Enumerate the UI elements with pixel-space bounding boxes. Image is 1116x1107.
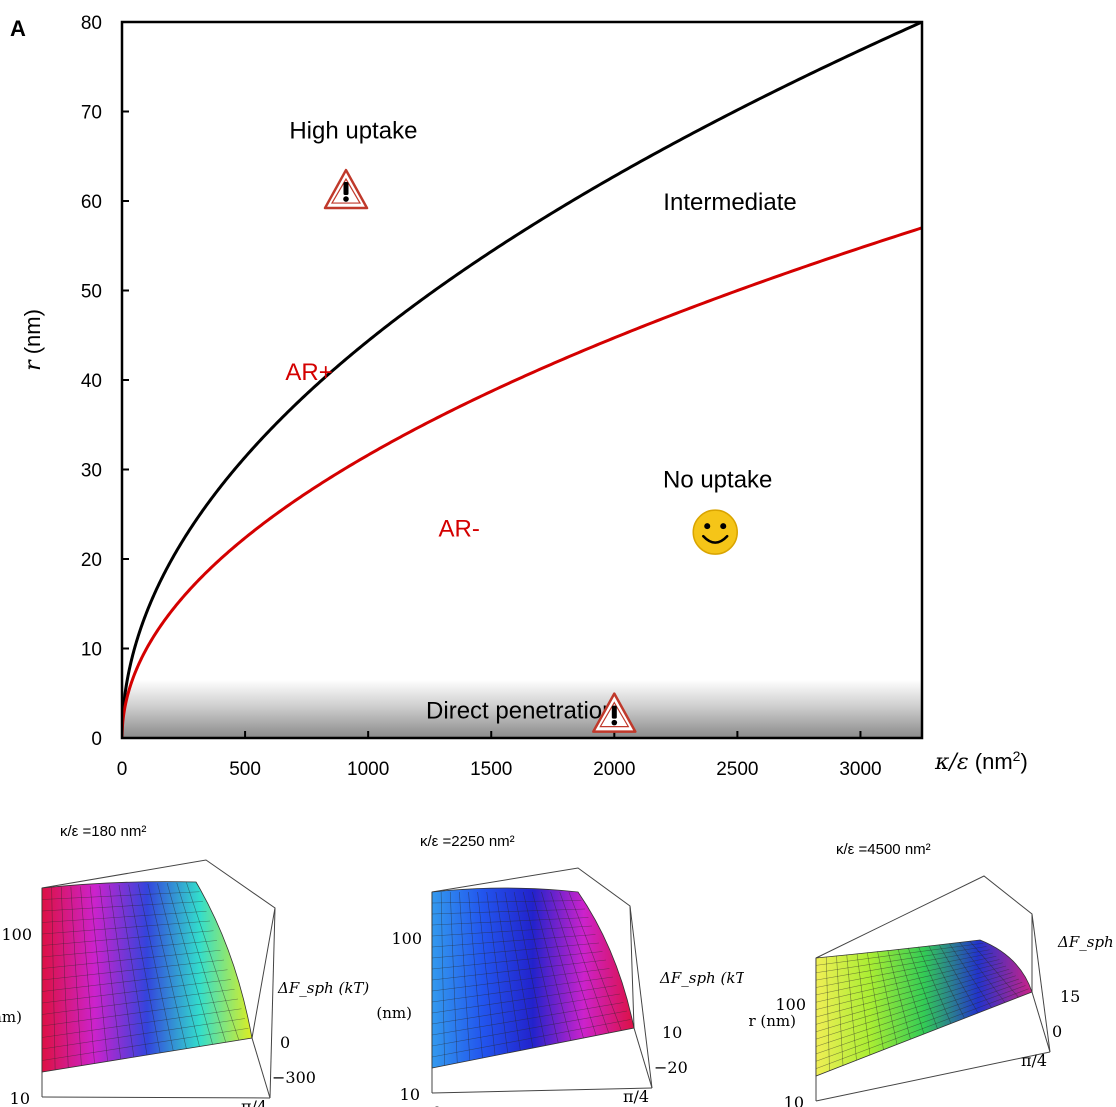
x-tick-label: 1000	[347, 759, 389, 780]
r-axis-label: r (nm)	[748, 1012, 796, 1030]
z-axis-label: ΔF_sph (kT)	[659, 969, 744, 987]
z-axis-label: ΔF_sph (kT)	[277, 979, 369, 997]
region-label: AR+	[285, 359, 332, 386]
series-line-1	[122, 226, 922, 738]
r-tick-label: 100	[391, 929, 422, 948]
region-label: High uptake	[289, 117, 417, 144]
surface-title: κ/ε =180 nm²	[60, 823, 146, 840]
region-label: AR-	[439, 516, 480, 543]
theta-tick-label: 0	[432, 1103, 442, 1107]
y-tick-label: 50	[81, 282, 102, 303]
x-tick-label: 0	[117, 759, 128, 780]
z-tick-label: 0	[280, 1033, 290, 1052]
series-line-0	[122, 22, 922, 738]
y-tick-label: 10	[81, 640, 102, 661]
direct-penetration-region	[122, 679, 922, 738]
smiley-icon	[692, 509, 738, 555]
z-tick-label: 15	[1060, 987, 1080, 1006]
panel-label: A	[10, 16, 26, 41]
warning-icon	[323, 168, 369, 210]
y-tick-label: 70	[81, 103, 102, 124]
z-axis-label: ΔF_sph (kT)	[1057, 933, 1116, 951]
y-axis-label: r (nm)	[20, 309, 46, 371]
region-label: Intermediate	[663, 189, 796, 216]
surface-title: κ/ε =2250 nm²	[420, 833, 515, 850]
z-tick-label: 0	[1052, 1022, 1062, 1041]
surface-plot-2250: κ/ε =2250 nm²100100π/410−20r (nm)ϑ (rad)…	[372, 833, 744, 1107]
x-tick-label: 500	[229, 759, 261, 780]
r-tick-label: 100	[1, 925, 32, 944]
theta-tick-label: π/4	[623, 1087, 649, 1106]
r-axis-label: r (nm)	[0, 1008, 22, 1026]
main-phase-diagram: A 0 10 20 30 40 50 60 70 80 0 500 1000 1500 2000 2500…	[10, 13, 1028, 780]
x-axis-label: κ/ε (nm2)	[934, 748, 1028, 775]
y-tick-label: 80	[81, 13, 102, 34]
region-label: No uptake	[663, 466, 772, 493]
r-tick-label: 10	[400, 1085, 420, 1104]
region-label: Direct penetration	[426, 697, 615, 724]
surface-title: κ/ε =4500 nm²	[836, 841, 931, 858]
z-tick-label: −20	[654, 1058, 688, 1077]
y-tick-label: 20	[81, 550, 102, 571]
y-tick-label: 30	[81, 461, 102, 482]
r-tick-label: 10	[784, 1093, 804, 1107]
y-tick-label: 60	[81, 192, 102, 213]
r-axis-label: r (nm)	[372, 1004, 412, 1022]
x-tick-label: 1500	[470, 759, 512, 780]
warning-icon	[592, 692, 637, 733]
z-tick-label: −300	[272, 1068, 316, 1087]
x-tick-label: 3000	[839, 759, 881, 780]
x-tick-label: 2500	[716, 759, 758, 780]
z-tick-label: 10	[662, 1023, 682, 1042]
svg-text:r (nm): r (nm)	[20, 309, 46, 371]
y-tick-label: 0	[91, 729, 102, 750]
r-tick-label: 10	[10, 1089, 30, 1107]
plot-frame	[120, 20, 924, 740]
theta-tick-label: π/4	[1021, 1051, 1047, 1070]
x-tick-label: 2000	[593, 759, 635, 780]
theta-tick-label: π/4	[241, 1097, 267, 1107]
y-tick-label: 40	[81, 371, 102, 392]
surface-plot-180: κ/ε =180 nm²100100π/40−300r (nm)ϑ (rad)Δ…	[0, 823, 369, 1107]
r-tick-label: 100	[775, 995, 806, 1014]
